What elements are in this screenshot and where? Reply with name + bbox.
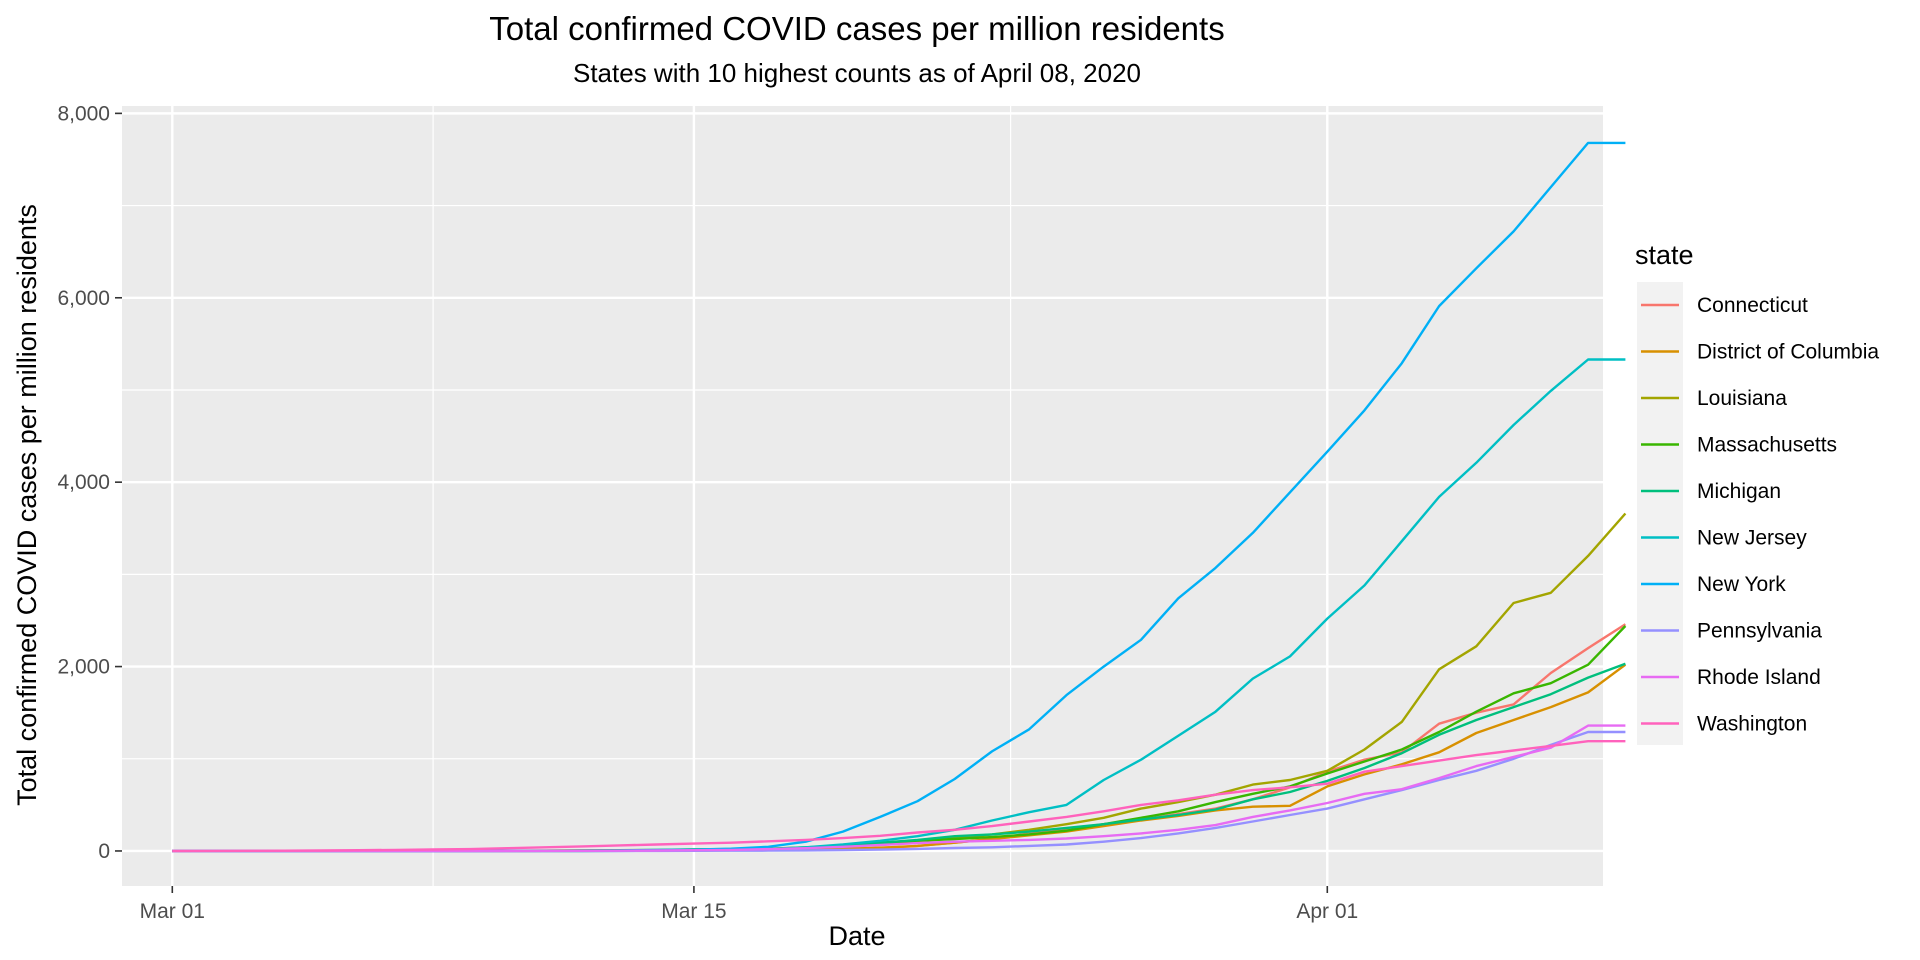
minor-gridlines [122, 106, 1603, 886]
y-tick-label: 4,000 [57, 471, 110, 494]
legend-label-pennsylvania: Pennsylvania [1697, 620, 1822, 643]
legend-label-massachusetts: Massachusetts [1697, 434, 1837, 457]
legend-items: Connecticut District of Columbia Louisiana… [1641, 294, 1879, 736]
legend-label-connecticut: Connecticut [1697, 294, 1808, 317]
series-line-washington [172, 740, 1626, 853]
legend-label-washington: Washington [1697, 713, 1807, 736]
plot-panel [122, 106, 1603, 886]
legend-label-new-york: New York [1697, 573, 1786, 596]
y-tick-label: 2,000 [57, 656, 110, 679]
series-lines [172, 141, 1627, 853]
legend: state Connecticut District of Columbia Lou… [1635, 240, 1879, 745]
y-tick-label: 0 [98, 840, 110, 863]
x-axis: Mar 01 Mar 15 Apr 01 [140, 886, 1358, 923]
y-tick-label: 8,000 [57, 102, 110, 125]
legend-label-michigan: Michigan [1697, 480, 1781, 503]
x-tick-label: Mar 15 [661, 900, 726, 923]
series-line-rhode-island [172, 724, 1626, 853]
chart-subtitle: States with 10 highest counts as of Apri… [573, 58, 1141, 88]
major-gridlines [122, 106, 1603, 886]
legend-title: state [1635, 240, 1694, 270]
y-tick-label: 6,000 [57, 287, 110, 310]
y-axis: 0 2,000 4,000 6,000 8,000 [57, 102, 122, 863]
x-axis-title: Date [828, 921, 885, 951]
chart-title: Total confirmed COVID cases per million … [489, 10, 1224, 47]
legend-label-louisiana: Louisiana [1697, 387, 1787, 410]
y-axis-title: Total confirmed COVID cases per million … [12, 204, 42, 806]
x-tick-label: Mar 01 [140, 900, 205, 923]
legend-label-rhode-island: Rhode Island [1697, 666, 1821, 689]
legend-label-new-jersey: New Jersey [1697, 527, 1807, 550]
legend-key-background [1637, 282, 1683, 745]
x-tick-label: Apr 01 [1296, 900, 1358, 923]
legend-label-district-of-columbia: District of Columbia [1697, 341, 1879, 364]
